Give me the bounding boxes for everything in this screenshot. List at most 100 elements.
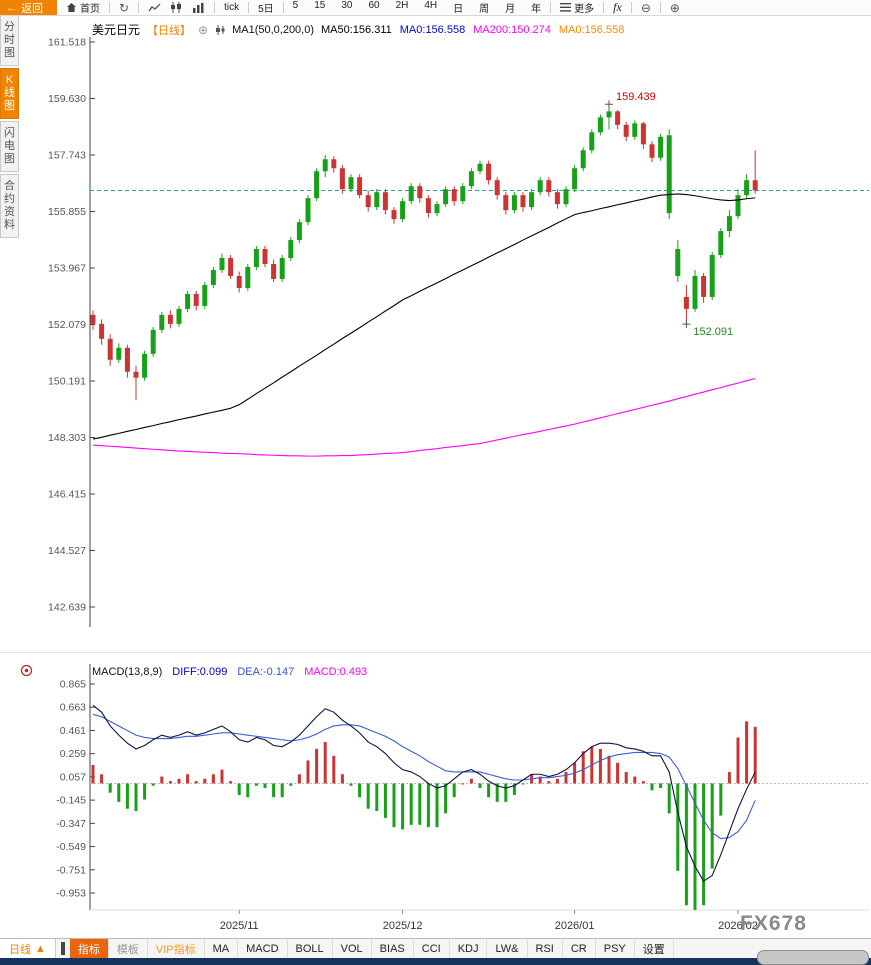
zoom-out-icon[interactable]: ⊖ (640, 0, 651, 15)
period-up-arrow-icon: ▲ (35, 942, 46, 955)
bottom-tab-BIAS[interactable]: BIAS (372, 939, 414, 958)
interval-年-button[interactable]: 年 (531, 4, 542, 15)
volume-bars-icon[interactable] (192, 2, 205, 13)
zoom-in-icon[interactable]: ⊕ (669, 0, 680, 15)
bottom-tab-VIP指标[interactable]: VIP指标 (148, 939, 205, 958)
toolbar-separator (109, 2, 110, 13)
refresh-icon[interactable]: ↻ (119, 0, 130, 15)
fx678-watermark: FX678 (740, 912, 807, 935)
interval-tick-button[interactable]: tick (224, 2, 240, 13)
left-tab-合约资料[interactable]: 合约资料 (0, 174, 19, 238)
macd-legend-value: MACD:0.493 (304, 666, 368, 678)
main-candlestick-chart[interactable]: 161.518 159.630 157.743 155.855 153.967 152.0… (40, 33, 869, 633)
interval-4H-button[interactable]: 4H (424, 0, 438, 11)
bottom-toolbar: 日线 ▲ 指标 模板 VIP指标 MA MACD BOLL VOL BIAS CCI KDJ LW&… (0, 938, 871, 958)
svg-text:0.663: 0.663 (60, 702, 86, 714)
svg-text:-0.751: -0.751 (56, 864, 86, 876)
toolbar-separator (138, 2, 140, 13)
interval-日-button[interactable]: 日 (453, 4, 464, 15)
interval-15-button[interactable]: 15 (314, 0, 326, 11)
svg-text:148.303: 148.303 (48, 432, 86, 444)
back-button[interactable]: ← 返回 (0, 0, 57, 15)
bottom-tab-RSI[interactable]: RSI (528, 939, 563, 958)
toolbar-separator (550, 2, 552, 13)
bottom-tab-CCI[interactable]: CCI (414, 939, 450, 958)
more-label: 更多 (574, 4, 595, 15)
interval-月-button[interactable]: 月 (505, 4, 516, 15)
bottom-tab-模板[interactable]: 模板 (109, 939, 148, 958)
menu-icon (560, 3, 572, 12)
left-tab-闪电图[interactable]: 闪电图 (0, 121, 19, 172)
home-label: 首页 (80, 4, 100, 15)
bottom-tab-MA[interactable]: MA (205, 939, 239, 958)
legend-ma-value: MA50:156.311 (321, 23, 392, 36)
interval-60-button[interactable]: 60 (368, 0, 380, 11)
legend-ma-values: MA50:156.311 MA0:156.558 MA200:150.274 MA0:… (321, 24, 624, 36)
svg-text:159.439: 159.439 (616, 91, 656, 103)
macd-values: DIFF:0.099 DEA:-0.147 MACD:0.493 (172, 666, 367, 678)
period-selector[interactable]: 日线 ▲ (0, 939, 56, 958)
home-button[interactable]: 首页 (66, 0, 100, 15)
toolbar-separator (282, 2, 284, 13)
svg-text:2026/02: 2026/02 (718, 920, 758, 932)
indicator-eye-icon[interactable] (20, 664, 33, 682)
left-tab-分时图[interactable]: 分时图 (0, 15, 19, 66)
svg-text:0.259: 0.259 (60, 748, 86, 760)
bottom-tab-KDJ[interactable]: KDJ (450, 939, 488, 958)
legend-ma-value: MA200:150.274 (473, 23, 551, 36)
svg-text:152.079: 152.079 (48, 319, 86, 331)
interval-5-button[interactable]: 5 (292, 0, 299, 11)
bottom-tab-指标[interactable]: 指标 (69, 939, 109, 958)
bottom-tab-PSY[interactable]: PSY (596, 939, 635, 958)
bottom-tab-MACD[interactable]: MACD (238, 939, 288, 958)
home-icon (66, 2, 77, 13)
svg-text:157.743: 157.743 (48, 149, 86, 161)
interval-周-button[interactable]: 周 (479, 4, 490, 15)
legend-ma-value: MA0:156.558 (558, 23, 625, 36)
svg-text:155.855: 155.855 (48, 206, 86, 218)
bottom-navy-strip (0, 957, 871, 965)
bottom-tab-VOL[interactable]: VOL (333, 939, 372, 958)
toolbar-separator (630, 2, 632, 13)
bottom-tab-设置[interactable]: 设置 (635, 939, 674, 958)
period-label: 【日线】 (147, 24, 192, 37)
more-button[interactable]: 更多 (560, 0, 594, 15)
bottom-separator (60, 942, 65, 955)
ma-formula: MA1(50,0,200,0) (232, 23, 315, 36)
svg-text:2025/11: 2025/11 (220, 920, 259, 932)
candlestick-chart-icon[interactable] (170, 2, 183, 13)
svg-text:146.415: 146.415 (48, 488, 86, 500)
svg-text:2025/12: 2025/12 (383, 920, 423, 932)
svg-text:161.518: 161.518 (48, 37, 86, 49)
formula-fx-button[interactable]: fx (613, 0, 622, 14)
add-indicator-icon[interactable]: ⊕ (198, 22, 209, 37)
line-chart-icon[interactable] (148, 2, 161, 13)
horizontal-scrollbar-thumb[interactable] (757, 950, 869, 965)
svg-text:-0.347: -0.347 (56, 818, 86, 830)
bottom-tab-LW&[interactable]: LW& (487, 939, 528, 958)
legend-candle-icon (215, 24, 225, 35)
macd-indicator-chart[interactable]: 0.865 0.663 0.461 0.259 0.057 -0.145 -0.347 -0.… (40, 658, 869, 938)
bottom-tab-CR[interactable]: CR (563, 939, 596, 958)
toolbar-separator (248, 2, 250, 13)
svg-text:153.967: 153.967 (48, 262, 86, 274)
svg-text:-0.549: -0.549 (56, 841, 86, 853)
back-arrow-icon: ← (6, 1, 17, 14)
svg-text:144.527: 144.527 (48, 545, 86, 557)
macd-title: MACD(13,8,9) (92, 666, 163, 678)
chart-legend: 美元日元 【日线】 ⊕ MA1(50,0,200,0) MA50:156.311… (92, 21, 624, 38)
svg-text:142.639: 142.639 (48, 602, 86, 614)
interval-2H-button[interactable]: 2H (395, 0, 409, 11)
interval-5day-button[interactable]: 5日 (258, 4, 274, 15)
svg-text:0.461: 0.461 (60, 725, 86, 737)
svg-text:150.191: 150.191 (48, 375, 86, 387)
macd-legend-value: DIFF:0.099 (172, 666, 228, 678)
macd-legend: MACD(13,8,9) DIFF:0.099 DEA:-0.147 MACD:0.… (92, 666, 367, 678)
bottom-tab-BOLL[interactable]: BOLL (288, 939, 333, 958)
period-selector-label: 日线 (9, 943, 31, 956)
panel-divider (0, 652, 871, 653)
legend-ma-value: MA0:156.558 (399, 23, 466, 36)
interval-30-button[interactable]: 30 (341, 0, 353, 11)
